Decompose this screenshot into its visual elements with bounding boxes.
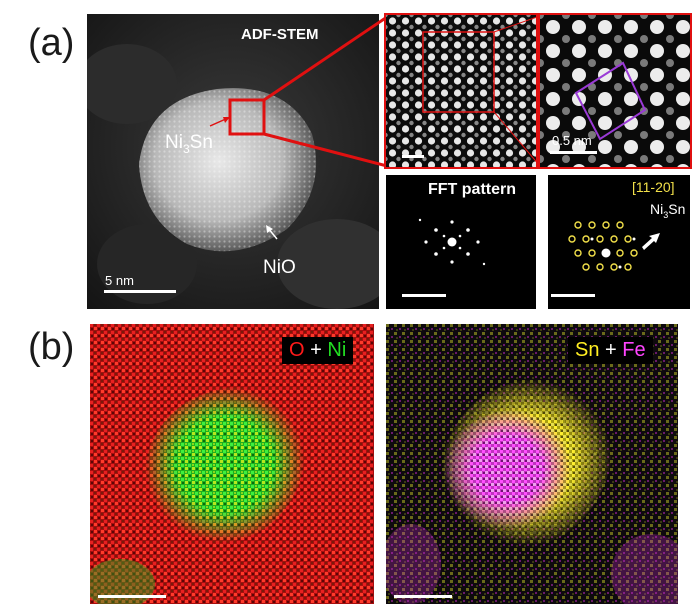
detail-scale-label: 0.5 nm	[552, 133, 592, 148]
fe-label: Fe	[622, 339, 646, 361]
fft-pattern-image: FFT pattern	[386, 175, 536, 309]
lattice-detail-image: 0.5 nm	[538, 13, 692, 169]
fft-indexed-image: [11-20] Ni3Sn	[548, 175, 690, 309]
ni-label: Ni	[327, 339, 347, 361]
eds-map-o-ni: O + Ni	[90, 324, 374, 604]
nio-label: NiO	[263, 257, 296, 278]
adf-stem-image: ADF-STEM Ni3Sn NiO 5 nm	[87, 14, 379, 309]
panel-b-label: (b)	[28, 326, 75, 368]
o-ni-legend: O + Ni	[282, 337, 354, 364]
fft-scale-bar	[402, 294, 446, 297]
ni3sn-label: Ni3Sn	[165, 132, 213, 156]
highlight-box	[228, 98, 266, 136]
lattice-zoom-image	[384, 13, 538, 169]
unit-cell-outline	[574, 61, 647, 141]
ni3sn-spot-arrow	[642, 233, 660, 250]
lattice-select-box	[422, 31, 495, 113]
sn-fe-legend: Sn + Fe	[568, 337, 653, 364]
detail-scale-bar	[550, 151, 597, 154]
eds-map-sn-fe: Sn + Fe	[386, 324, 678, 604]
sn-fe-scale-bar	[394, 595, 452, 598]
adf-stem-title: ADF-STEM	[241, 26, 319, 43]
o-label: O	[289, 339, 305, 361]
main-scale-bar	[104, 290, 176, 293]
main-scale-label: 5 nm	[105, 273, 134, 288]
fft-title: FFT pattern	[428, 181, 516, 198]
sn-label: Sn	[575, 339, 600, 361]
fft2-scale-bar	[551, 294, 595, 297]
panel-a-label: (a)	[28, 22, 75, 64]
zone-axis-label: [11-20]	[632, 179, 675, 195]
o-ni-scale-bar	[98, 595, 166, 598]
fft-ni3sn-label: Ni3Sn	[650, 201, 686, 220]
lattice-scale-bar	[402, 155, 424, 158]
